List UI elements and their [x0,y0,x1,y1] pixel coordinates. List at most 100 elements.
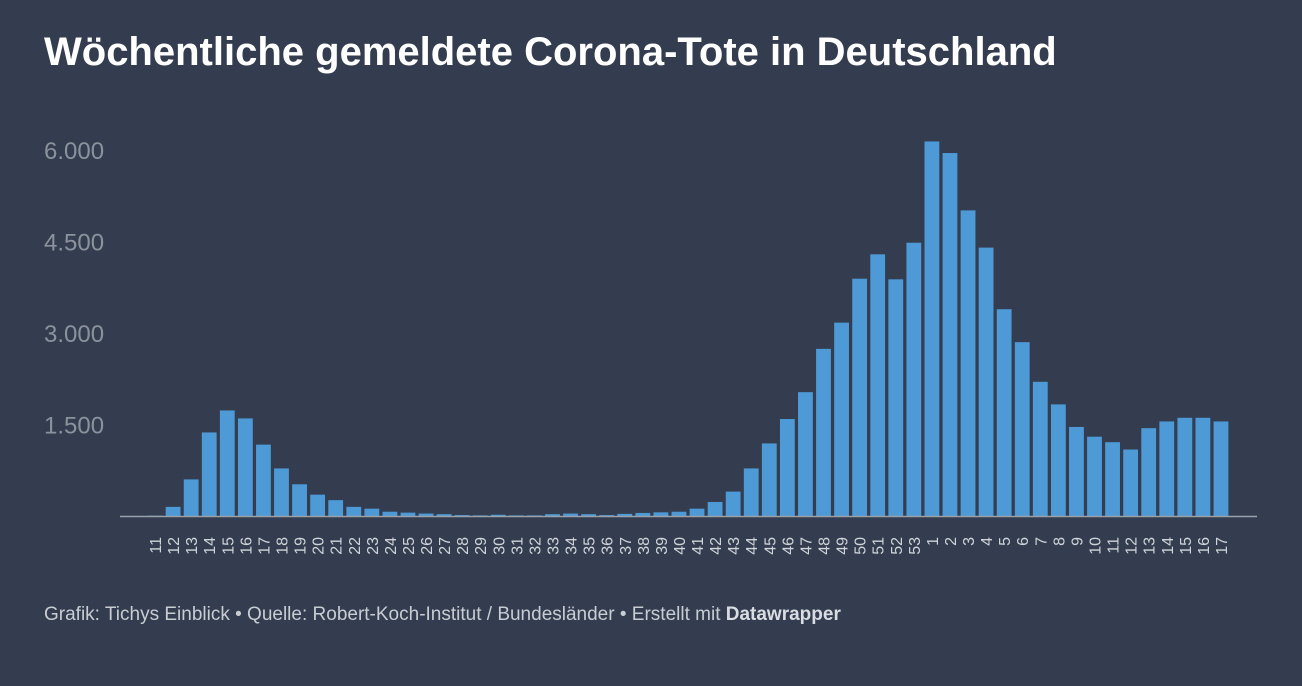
bar [201,432,217,516]
bar [653,512,669,516]
bar [1213,421,1229,516]
footer-separator: • [614,604,632,625]
bar [472,515,488,516]
x-tick-label: 48 [817,537,834,555]
x-tick-label: 17 [1214,537,1231,555]
bar [671,511,687,516]
bar [906,242,922,516]
x-tick-label: 40 [672,537,689,555]
x-tick-label: 10 [1088,537,1105,555]
x-tick-label: 20 [311,537,328,555]
x-tick-label: 13 [1142,537,1159,555]
x-tick-label: 6 [1015,537,1032,546]
x-tick-label: 11 [148,537,165,554]
bar [725,491,741,516]
bar [527,515,542,516]
x-tick-label: 16 [1196,537,1213,555]
bar [382,511,398,516]
x-tick-label: 32 [527,537,544,555]
x-tick-label: 2 [943,537,960,546]
bar [581,514,597,516]
x-tick-label: 15 [1178,537,1195,555]
x-tick-label: 25 [401,537,418,555]
x-tick-label: 14 [1160,537,1177,555]
bar [743,468,759,516]
x-tick-label: 35 [582,537,599,555]
bar [1159,421,1175,516]
x-tick-label: 46 [780,537,797,555]
bar [183,479,199,516]
y-tick-label: 3.000 [44,321,104,348]
bar [364,508,380,516]
x-tick-label: 53 [907,537,924,555]
bar [689,508,705,516]
bar [346,506,362,516]
bar [490,514,506,516]
x-tick-label: 5 [997,537,1014,546]
bar [1141,428,1157,516]
bar [1050,404,1066,516]
x-tick-label: 44 [744,537,761,555]
x-tick-label: 9 [1069,537,1086,546]
y-axis: 1.500 3.000 4.500 6.000 [44,138,104,440]
x-tick-label: 26 [419,537,436,555]
x-tick-label: 3 [961,537,978,546]
x-tick-label: 8 [1051,537,1068,546]
x-tick-label: 27 [437,537,454,555]
footer-source: Quelle: Robert-Koch-Institut / Bundeslän… [247,604,615,625]
bar [1069,426,1084,516]
bar [1032,381,1048,516]
bar [924,141,940,516]
y-tick-label: 4.500 [44,230,104,257]
x-tick-label: 49 [835,537,852,555]
x-tick-label: 52 [889,537,906,555]
bar [996,309,1012,516]
bar [454,515,470,516]
x-tick-label: 31 [509,537,526,555]
x-tick-label: 30 [491,537,508,555]
x-tick-label: 11 [1106,537,1123,554]
footer-credit: Grafik: Tichys Einblick [44,604,230,625]
bar [165,506,181,516]
bar [274,468,289,516]
x-tick-label: 21 [329,537,346,555]
bar [635,512,651,516]
x-tick-label: 12 [1124,537,1141,555]
bar [852,278,868,516]
x-tick-label: 42 [708,537,725,555]
footer-made-with: Erstellt mit [631,604,726,625]
footer-separator: • [229,604,248,625]
x-tick-label: 47 [798,537,815,555]
x-tick-label: 16 [238,537,255,555]
bar [1087,436,1102,516]
bar [779,419,795,516]
x-tick-label: 51 [871,537,888,555]
x-tick-label: 39 [654,537,671,555]
bar [870,254,886,516]
bar [508,515,524,516]
y-tick-label: 6.000 [44,138,104,165]
bar [617,513,633,516]
bar [1014,342,1030,516]
x-tick-label: 29 [473,537,490,555]
x-tick-label: 13 [184,537,201,555]
bar [978,247,994,516]
x-axis: 11 12 13 14 15 16 17 18 19 20 21 22 23 24 25 26 27 28 29 30… [148,537,1231,555]
bar [960,210,976,516]
bar [328,500,344,516]
bar [834,322,849,516]
bar [292,484,307,516]
bar [237,418,253,516]
bar [1195,417,1211,516]
bar [798,392,813,516]
x-tick-label: 7 [1033,537,1050,546]
x-tick-label: 22 [347,537,364,555]
y-tick-label: 1.500 [44,413,104,440]
x-tick-label: 12 [166,537,183,555]
x-tick-label: 45 [762,537,779,555]
x-tick-label: 24 [383,537,400,555]
bar [599,515,615,516]
bar [563,513,578,516]
x-tick-label: 36 [600,537,617,555]
